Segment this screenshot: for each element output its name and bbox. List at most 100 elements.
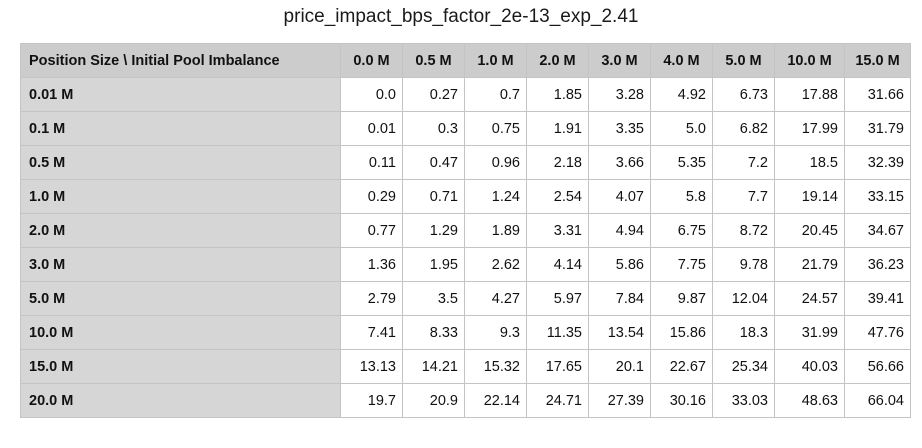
- corner-header: Position Size \ Initial Pool Imbalance: [20, 43, 341, 78]
- table-row: 20.0 M 19.7 20.9 22.14 24.71 27.39 30.16 33.03 4…: [20, 383, 911, 418]
- table-cell: 0.11: [340, 145, 403, 180]
- table-cell: 0.71: [402, 179, 465, 214]
- table-cell: 14.21: [402, 349, 465, 384]
- table-cell: 9.87: [650, 281, 713, 316]
- table-cell: 1.36: [340, 247, 403, 282]
- table-cell: 0.01: [340, 111, 403, 146]
- table-cell: 20.45: [774, 213, 845, 248]
- table-cell: 3.5: [402, 281, 465, 316]
- row-header: 3.0 M: [20, 247, 341, 282]
- table-cell: 15.86: [650, 315, 713, 350]
- table-title: price_impact_bps_factor_2e-13_exp_2.41: [283, 6, 639, 27]
- table-cell: 5.0: [650, 111, 713, 146]
- table-cell: 17.99: [774, 111, 845, 146]
- table-cell: 30.16: [650, 383, 713, 418]
- table-cell: 0.3: [402, 111, 465, 146]
- table-cell: 5.35: [650, 145, 713, 180]
- row-header: 15.0 M: [20, 349, 341, 384]
- table-cell: 0.27: [402, 77, 465, 112]
- table-cell: 31.99: [774, 315, 845, 350]
- table-cell: 7.84: [588, 281, 651, 316]
- price-impact-table: Position Size \ Initial Pool Imbalance 0…: [20, 43, 911, 418]
- table-row: 15.0 M 13.13 14.21 15.32 17.65 20.1 22.67 25.34…: [20, 349, 911, 384]
- table-cell: 1.95: [402, 247, 465, 282]
- table-cell: 0.96: [464, 145, 527, 180]
- table-cell: 6.82: [712, 111, 775, 146]
- table-cell: 21.79: [774, 247, 845, 282]
- table-row: 1.0 M 0.29 0.71 1.24 2.54 4.07 5.8 7.7 19.14 33.1…: [20, 179, 911, 214]
- table-cell: 48.63: [774, 383, 845, 418]
- table-cell: 31.79: [844, 111, 911, 146]
- column-header: 0.0 M: [340, 43, 403, 78]
- table-cell: 15.32: [464, 349, 527, 384]
- table-cell: 12.04: [712, 281, 775, 316]
- table-row: 0.5 M 0.11 0.47 0.96 2.18 3.66 5.35 7.2 18.5 32.3…: [20, 145, 911, 180]
- table-cell: 4.92: [650, 77, 713, 112]
- table-cell: 8.72: [712, 213, 775, 248]
- row-header: 2.0 M: [20, 213, 341, 248]
- row-header: 20.0 M: [20, 383, 341, 418]
- table-cell: 13.54: [588, 315, 651, 350]
- table-cell: 56.66: [844, 349, 911, 384]
- table-cell: 22.14: [464, 383, 527, 418]
- table-cell: 18.5: [774, 145, 845, 180]
- table-cell: 0.29: [340, 179, 403, 214]
- table-row: 2.0 M 0.77 1.29 1.89 3.31 4.94 6.75 8.72 20.45 34…: [20, 213, 911, 248]
- row-header: 5.0 M: [20, 281, 341, 316]
- table-cell: 40.03: [774, 349, 845, 384]
- table-cell: 9.78: [712, 247, 775, 282]
- table-cell: 3.35: [588, 111, 651, 146]
- table-cell: 27.39: [588, 383, 651, 418]
- table-cell: 34.67: [844, 213, 911, 248]
- table-cell: 32.39: [844, 145, 911, 180]
- table-cell: 0.75: [464, 111, 527, 146]
- table-cell: 4.07: [588, 179, 651, 214]
- table-cell: 8.33: [402, 315, 465, 350]
- table-cell: 4.94: [588, 213, 651, 248]
- table-cell: 18.3: [712, 315, 775, 350]
- table-cell: 20.1: [588, 349, 651, 384]
- table-cell: 5.86: [588, 247, 651, 282]
- row-header: 0.1 M: [20, 111, 341, 146]
- column-header: 5.0 M: [712, 43, 775, 78]
- table-cell: 3.66: [588, 145, 651, 180]
- table-cell: 0.77: [340, 213, 403, 248]
- table-row: 10.0 M 7.41 8.33 9.3 11.35 13.54 15.86 18.3 31.9…: [20, 315, 911, 350]
- table-cell: 2.79: [340, 281, 403, 316]
- table-cell: 1.91: [526, 111, 589, 146]
- table-cell: 36.23: [844, 247, 911, 282]
- column-header: 1.0 M: [464, 43, 527, 78]
- row-header: 1.0 M: [20, 179, 341, 214]
- table-cell: 7.2: [712, 145, 775, 180]
- column-header: 10.0 M: [774, 43, 845, 78]
- table-cell: 0.47: [402, 145, 465, 180]
- table-cell: 1.24: [464, 179, 527, 214]
- table-cell: 1.89: [464, 213, 527, 248]
- table-cell: 9.3: [464, 315, 527, 350]
- table-cell: 7.41: [340, 315, 403, 350]
- table-cell: 4.14: [526, 247, 589, 282]
- table-cell: 1.85: [526, 77, 589, 112]
- row-header: 0.01 M: [20, 77, 341, 112]
- table-cell: 25.34: [712, 349, 775, 384]
- table-cell: 17.65: [526, 349, 589, 384]
- table-cell: 33.03: [712, 383, 775, 418]
- column-header: 4.0 M: [650, 43, 713, 78]
- table-cell: 3.28: [588, 77, 651, 112]
- table-row: 5.0 M 2.79 3.5 4.27 5.97 7.84 9.87 12.04 24.57 39…: [20, 281, 911, 316]
- table-cell: 24.57: [774, 281, 845, 316]
- table-cell: 19.14: [774, 179, 845, 214]
- table-cell: 22.67: [650, 349, 713, 384]
- table-cell: 4.27: [464, 281, 527, 316]
- column-header: 15.0 M: [844, 43, 911, 78]
- table-row: 0.1 M 0.01 0.3 0.75 1.91 3.35 5.0 6.82 17.99 31.7…: [20, 111, 911, 146]
- table-row: 3.0 M 1.36 1.95 2.62 4.14 5.86 7.75 9.78 21.79 36…: [20, 247, 911, 282]
- table-cell: 1.29: [402, 213, 465, 248]
- column-header: 0.5 M: [402, 43, 465, 78]
- table-cell: 31.66: [844, 77, 911, 112]
- table-cell: 7.75: [650, 247, 713, 282]
- table-cell: 66.04: [844, 383, 911, 418]
- table-cell: 17.88: [774, 77, 845, 112]
- row-header: 0.5 M: [20, 145, 341, 180]
- table-cell: 11.35: [526, 315, 589, 350]
